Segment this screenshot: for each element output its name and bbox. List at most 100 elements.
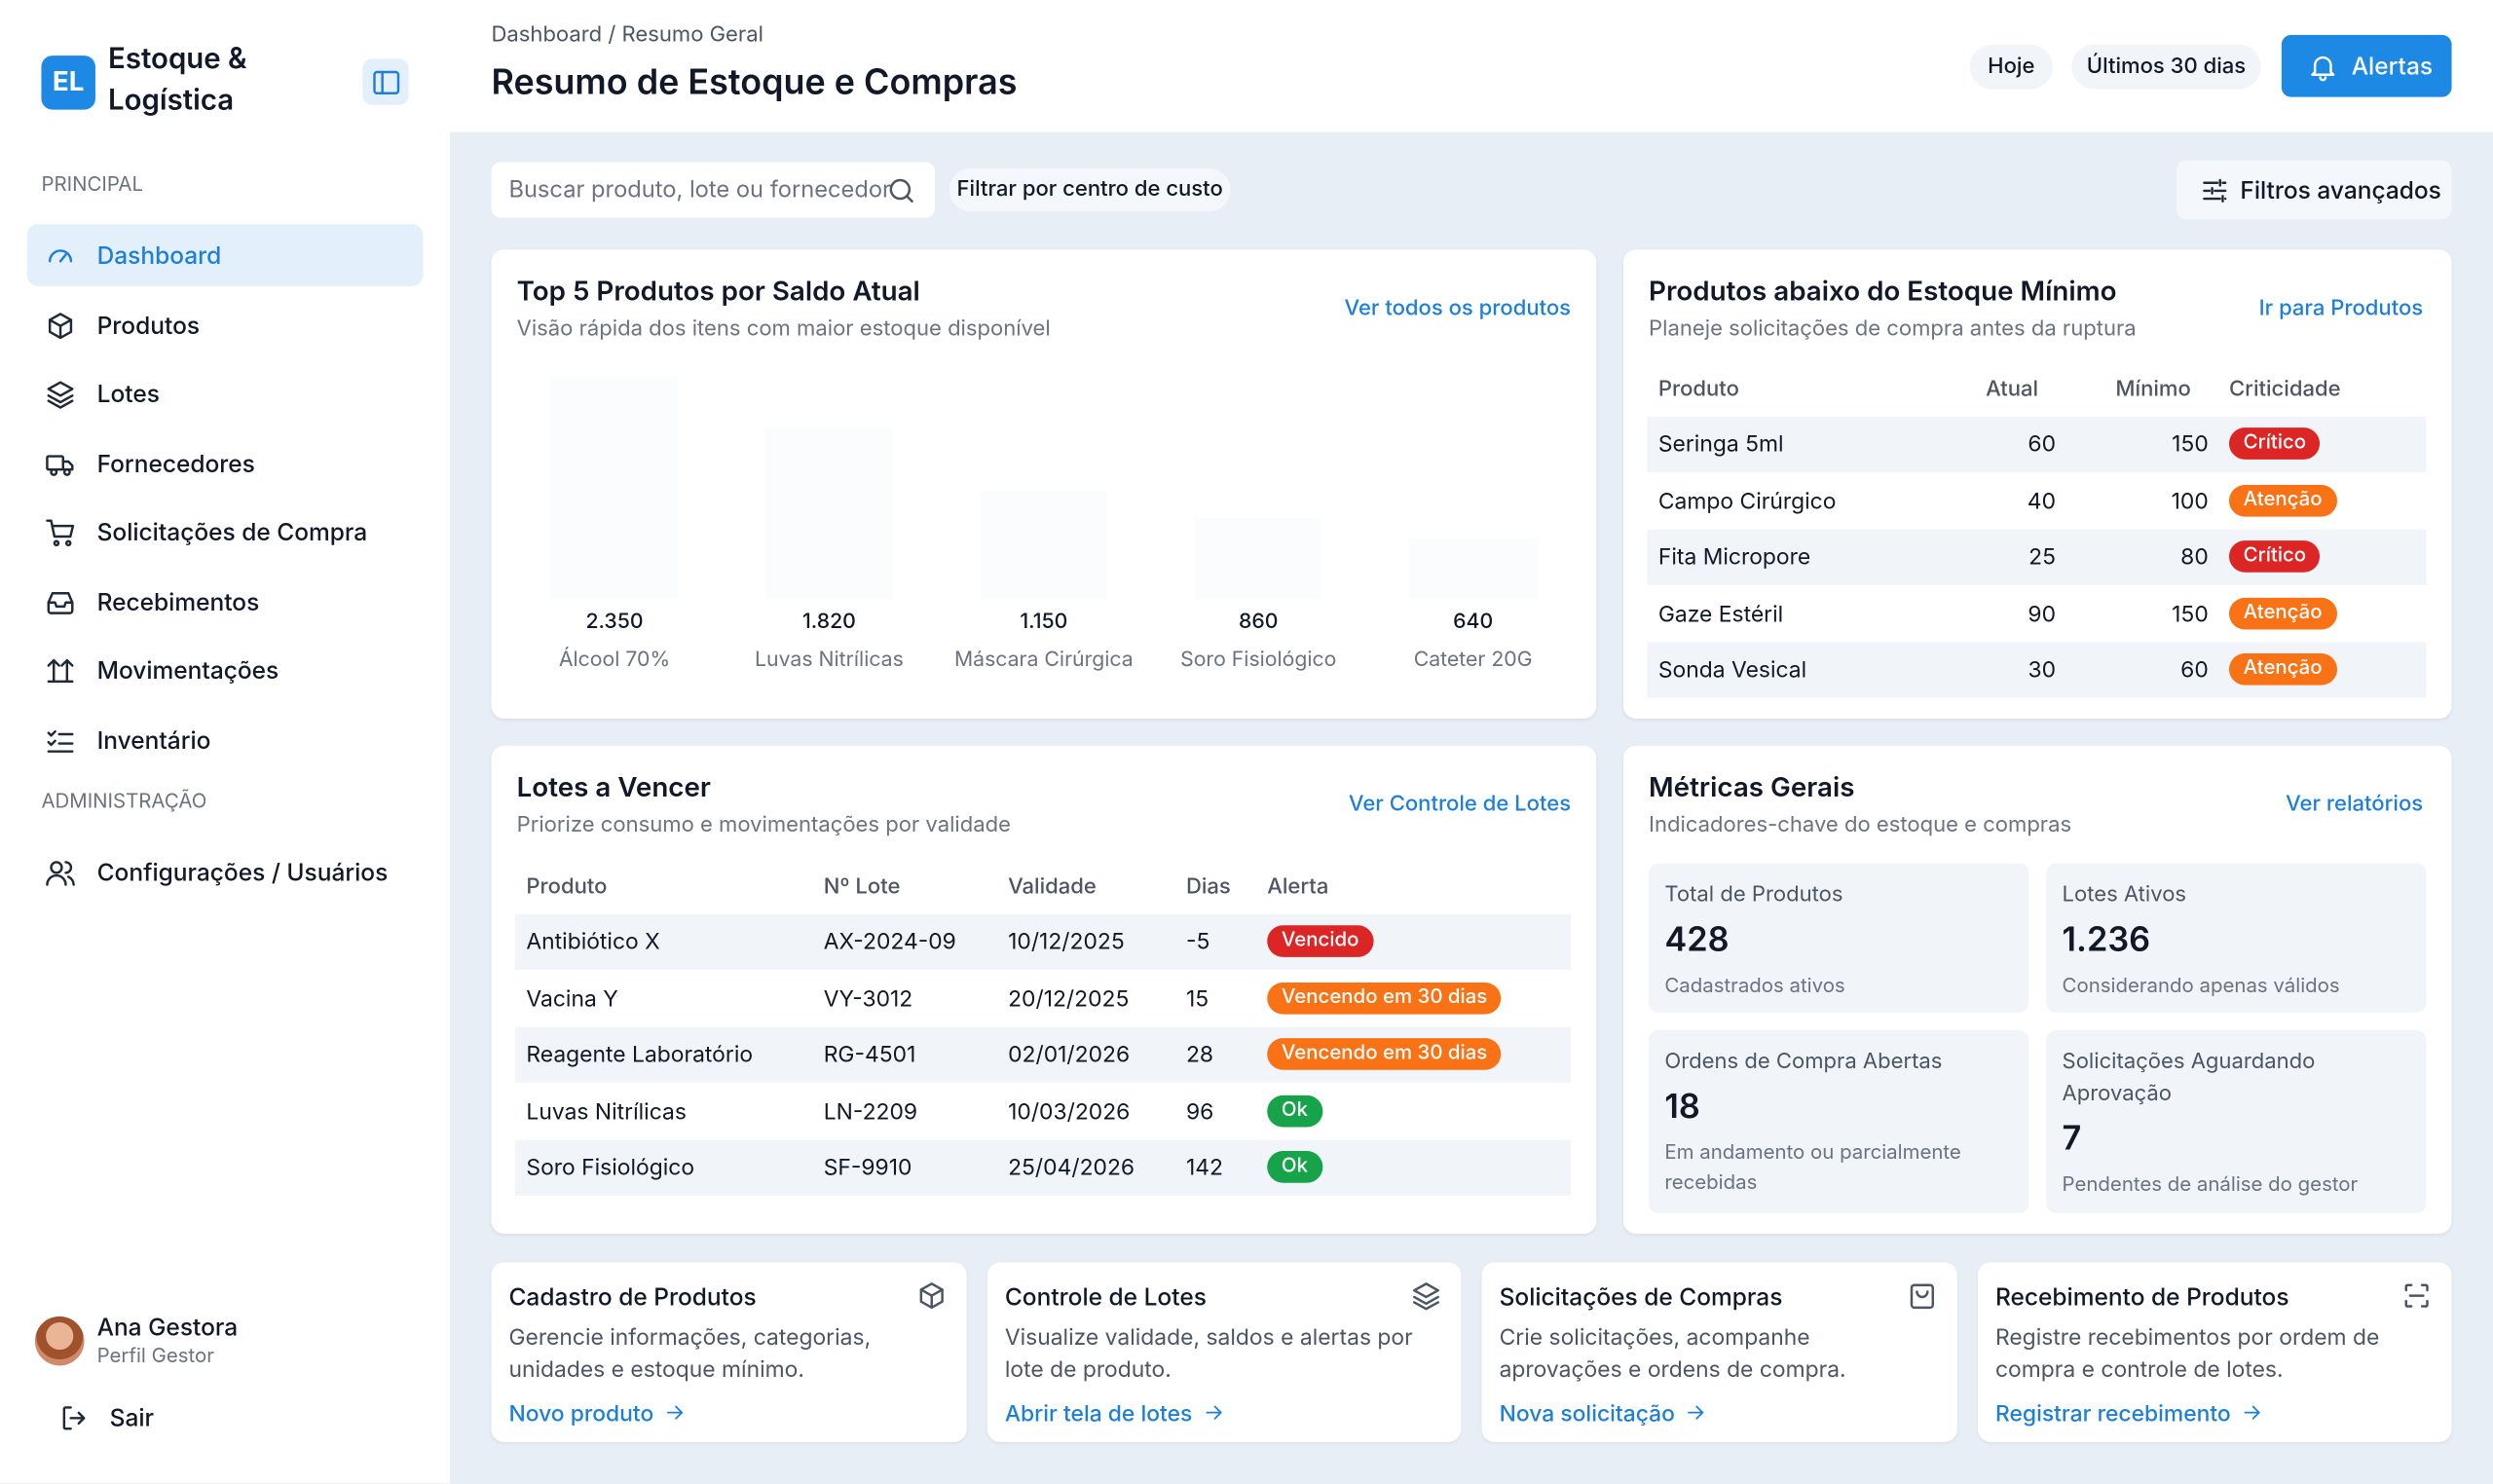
- table-header: Criticidade: [2228, 376, 2341, 403]
- table-header: Atual: [1986, 376, 2039, 403]
- arrow-icon: [667, 1405, 684, 1420]
- nav-icon: [48, 249, 73, 263]
- table-cell: 150: [2172, 600, 2209, 628]
- table-cell: Fita Micropore: [1657, 543, 1811, 572]
- card-link[interactable]: Ver relatórios: [2286, 792, 2424, 818]
- table-cell: 25: [2028, 543, 2057, 572]
- shortcut-icon: [1413, 1282, 1439, 1311]
- period-button[interactable]: Últimos 30 dias: [2071, 44, 2261, 90]
- category-label: Álcool 70%: [558, 647, 671, 673]
- shortcut-action[interactable]: Registrar recebimento: [1995, 1397, 2260, 1428]
- shortcut-description: Crie solicitações, acompanhe aprovações …: [1499, 1324, 1846, 1384]
- nav-item[interactable]: Recebimentos: [27, 570, 424, 632]
- category-label: Soro Fisiológico: [1180, 647, 1337, 673]
- page-title: Resumo de Estoque e Compras: [491, 61, 1018, 104]
- advanced-filters-button[interactable]: Filtros avançados: [2177, 160, 2452, 220]
- table-cell: Gaze Estéril: [1657, 600, 1784, 628]
- card-link[interactable]: Ir para Produtos: [2258, 295, 2424, 321]
- nav-item[interactable]: Produtos: [27, 293, 424, 355]
- brand-name: Estoque &: [108, 43, 247, 77]
- table-cell: 142: [1185, 1154, 1223, 1182]
- nav-icon: [48, 312, 73, 339]
- table-row: Seringa 5ml 60 150 Crítico: [1647, 416, 2427, 472]
- bar-value-label: 1.820: [801, 609, 856, 635]
- table-cell: 150: [2172, 430, 2209, 459]
- nav-item[interactable]: Fornecedores: [27, 431, 424, 494]
- shortcut-action[interactable]: Novo produto: [508, 1397, 684, 1428]
- table-row: Campo Cirúrgico 40 100 Atenção: [1647, 473, 2426, 529]
- shortcut-action[interactable]: Abrir tela de lotes: [1005, 1397, 1222, 1428]
- table-cell: 20/12/2025: [1008, 984, 1130, 1013]
- nav-label: Movimentações: [96, 654, 279, 686]
- bar: [980, 490, 1108, 600]
- nav-item[interactable]: Inventário: [27, 708, 424, 770]
- sidebar: EL Estoque & Logística PRINCIPAL Dashboard Pr…: [0, 0, 451, 1484]
- card-link[interactable]: Ver Controle de Lotes: [1348, 792, 1572, 818]
- collapse-icon: [372, 69, 399, 94]
- table-cell: 60: [2028, 430, 2057, 459]
- table-cell: Reagente Laboratório: [526, 1041, 754, 1069]
- shortcut-card: Cadastro de Produtos Gerencie informações…: [491, 1262, 967, 1442]
- logout-button[interactable]: Sair: [48, 1395, 191, 1440]
- nav-item[interactable]: Configurações / Usuários: [27, 841, 424, 904]
- metric-value: 1.236: [2062, 920, 2151, 961]
- collapse-button[interactable]: [362, 58, 409, 105]
- metric-label: Solicitações Aguardando Aprovação: [2062, 1049, 2316, 1106]
- nav-icon: [47, 591, 74, 614]
- low-stock-card: Produtos abaixo do Estoque Mínimo Planeje…: [1622, 249, 2452, 719]
- table-cell: 28: [1185, 1041, 1214, 1069]
- status-badge: Crítico: [2228, 427, 2321, 460]
- table-cell: Seringa 5ml: [1657, 430, 1784, 459]
- nav-item[interactable]: Movimentações: [27, 639, 424, 701]
- table-cell: 80: [2180, 543, 2209, 572]
- table-header: Produto: [526, 873, 608, 901]
- status-badge: Vencendo em 30 dias: [1267, 1038, 1502, 1070]
- metric-note: Pendentes de análise do gestor: [2062, 1172, 2359, 1197]
- table-cell: 15: [1185, 984, 1209, 1013]
- card-subtitle: Indicadores-chave do estoque e compras: [1649, 812, 2072, 838]
- table-cell: Antibiótico X: [526, 928, 660, 956]
- card-title: Lotes a Vencer: [516, 772, 711, 805]
- card-subtitle: Priorize consumo e movimentações por val…: [516, 812, 1011, 838]
- table-cell: Vacina Y: [526, 984, 618, 1013]
- search-icon: [889, 178, 913, 204]
- table-row: Fita Micropore 25 80 Crítico: [1647, 529, 2427, 585]
- shortcut-title: Solicitações de Compras: [1499, 1280, 1783, 1312]
- table-cell: Luvas Nitrílicas: [526, 1097, 687, 1126]
- search-input[interactable]: Buscar produto, lote ou fornecedor: [491, 162, 935, 218]
- category-label: Cateter 20G: [1413, 647, 1533, 673]
- nav-item[interactable]: Dashboard: [26, 224, 424, 286]
- bar: [550, 376, 679, 600]
- table-row: Sonda Vesical 30 60 Atenção: [1647, 642, 2427, 698]
- bar-value-label: 1.150: [1020, 609, 1068, 635]
- shortcut-action[interactable]: Nova solicitação: [1500, 1397, 1705, 1428]
- nav-item[interactable]: Lotes: [27, 362, 424, 425]
- nav-section-title: ADMINISTRAÇÃO: [41, 790, 207, 814]
- avatar: [34, 1316, 85, 1366]
- table-cell: 40: [2027, 487, 2057, 515]
- table-row: Soro Fisiológico SF-9910 25/04/2026 142 Ok: [514, 1139, 1572, 1196]
- category-label: Luvas Nitrílicas: [755, 647, 904, 673]
- nav-item[interactable]: Solicitações de Compra: [27, 501, 424, 563]
- table-cell: 02/01/2026: [1008, 1041, 1131, 1069]
- alerts-button[interactable]: Alertas: [2281, 34, 2452, 97]
- table-header: Produto: [1657, 376, 1739, 403]
- metric-note: Cadastrados ativos: [1664, 974, 1845, 999]
- card-link[interactable]: Ver todos os produtos: [1344, 295, 1572, 321]
- advanced-filters-label: Filtros avançados: [2240, 174, 2441, 205]
- bar-value-label: 640: [1453, 609, 1494, 635]
- nav-label: Fornecedores: [96, 447, 255, 478]
- shortcut-description: Visualize validade, saldos e alertas por…: [1004, 1324, 1413, 1384]
- cost-center-filter[interactable]: Filtrar por centro de custo: [949, 168, 1231, 212]
- period-button[interactable]: Hoje: [1969, 44, 2053, 90]
- metric-card: Solicitações Aguardando Aprovação 7 Penden…: [2046, 1029, 2427, 1213]
- nav-icon: [47, 381, 74, 409]
- shortcut-icon: [1910, 1283, 1934, 1310]
- status-badge: Vencido: [1267, 925, 1374, 957]
- shortcut-card: Recebimento de Produtos Registre recebime…: [1978, 1262, 2452, 1442]
- table-cell: 10/03/2026: [1008, 1097, 1131, 1126]
- table-header: Validade: [1008, 873, 1097, 901]
- nav-label: Configurações / Usuários: [96, 856, 389, 888]
- metrics-card: Métricas Gerais Indicadores-chave do esto…: [1622, 745, 2452, 1234]
- metric-value: 428: [1664, 920, 1730, 961]
